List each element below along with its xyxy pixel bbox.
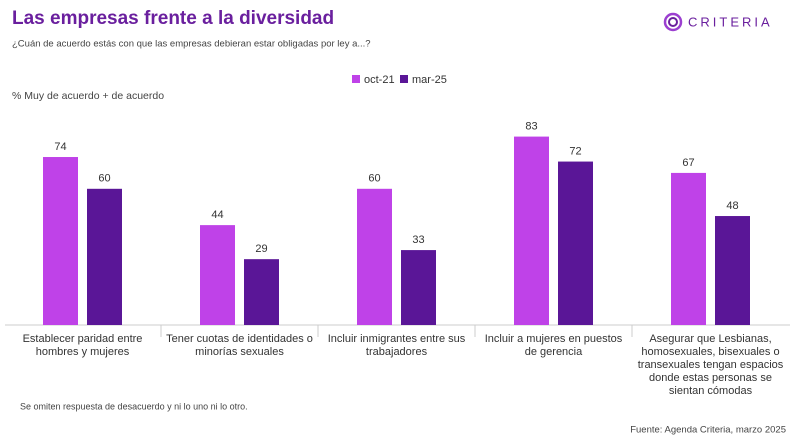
data-label: 83: [525, 120, 537, 132]
bar: [200, 225, 235, 325]
data-label: 74: [54, 141, 66, 153]
x-tick-label: Incluir a mujeres en puestos de gerencia: [484, 333, 623, 358]
data-label: 60: [368, 173, 380, 185]
legend-swatch: [400, 75, 408, 83]
bar: [43, 157, 78, 325]
brand: CRITERIA: [688, 14, 773, 29]
x-tick-label: Incluir inmigrantes entre sus trabajador…: [327, 333, 466, 358]
source: Fuente: Agenda Criteria, marzo 2025: [630, 425, 786, 436]
y-label: % Muy de acuerdo + de acuerdo: [12, 90, 164, 102]
legend-label: oct-21: [364, 74, 395, 86]
bar: [671, 172, 706, 325]
bar: [558, 161, 593, 325]
data-label: 72: [569, 145, 581, 157]
bar: [244, 259, 279, 325]
bar: [514, 136, 549, 325]
note: Se omiten respuesta de desacuerdo y ni l…: [20, 401, 248, 411]
bar: [715, 216, 750, 325]
x-tick-label: Tener cuotas de identidades o minorías s…: [166, 333, 313, 358]
subtitle: ¿Cuán de acuerdo estás con que las empre…: [12, 39, 371, 50]
bar: [357, 188, 392, 325]
data-label: 48: [726, 200, 738, 212]
logo: [663, 12, 683, 32]
data-label: 60: [98, 173, 110, 185]
chart-title: Las empresas frente a la diversidad: [12, 8, 334, 29]
legend-swatch: [352, 75, 360, 83]
bar: [401, 250, 436, 325]
x-tick-label: Asegurar que Lesbianas, homosexuales, bi…: [637, 333, 784, 397]
data-label: 67: [682, 157, 694, 169]
bar: [87, 188, 122, 325]
x-tick-label: Establecer paridad entre hombres y mujer…: [22, 333, 143, 358]
data-label: 33: [412, 234, 424, 246]
data-label: 44: [211, 209, 223, 221]
legend-label: mar-25: [412, 74, 447, 86]
data-label: 29: [255, 243, 267, 255]
